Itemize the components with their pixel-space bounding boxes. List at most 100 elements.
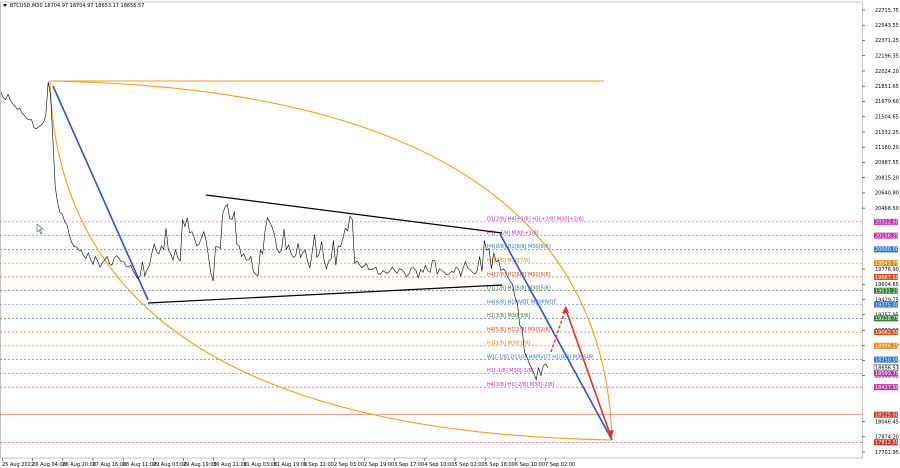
level-price-tag-label: 19375.00 bbox=[875, 302, 899, 308]
dropdown-triangle-icon[interactable] bbox=[3, 4, 7, 7]
level-price-tag bbox=[874, 356, 898, 363]
level-label: W1[-1/8] D1SUP H4PIVOT H1[0/8] M30SUP bbox=[487, 354, 593, 360]
level-label: H4[3/8] H1[-2/8] M30[-2/8] bbox=[487, 382, 554, 388]
level-price-tag bbox=[874, 218, 898, 225]
price-axis: 22715.75 22543.55 22371.25 22196.35 22024.20… bbox=[0, 1, 899, 459]
price-tick-label: 21332.25 bbox=[875, 130, 899, 136]
blue-impulse-line bbox=[52, 85, 149, 301]
level-price-tag-label: 18906.25 bbox=[875, 344, 899, 350]
level-price-tag bbox=[874, 260, 898, 267]
price-tick-label: 19604.65 bbox=[875, 282, 899, 288]
red-down-arrow bbox=[565, 309, 611, 435]
level-price-tag bbox=[874, 370, 898, 377]
time-tick-label: 4 Sep 10:00 bbox=[424, 462, 454, 468]
level-price-tag-label: 20156.25 bbox=[875, 233, 899, 239]
level-price-tag bbox=[874, 411, 898, 418]
price-tick-label: 21851.65 bbox=[875, 84, 899, 90]
time-tick-label: 27 Aug 16:00 bbox=[93, 462, 127, 468]
mouse-cursor bbox=[36, 223, 44, 235]
time-tick-label: 6 Sep 10:00 bbox=[515, 462, 545, 468]
level-label: H4[6/8] H1PIVOT M30PIVOT bbox=[487, 299, 557, 305]
symbol-title: BTCUSD,M30 18704.97 18704.97 18653.17 18… bbox=[10, 3, 144, 9]
price-tick-label: 18566.65 bbox=[875, 374, 899, 380]
level-price-tag-label: 17812.50 bbox=[875, 440, 899, 446]
level-price-tag-label: 19218.75 bbox=[875, 316, 899, 322]
level-label: H1[-1/8] M30[-1/8] bbox=[487, 368, 534, 374]
price-tick-label: 17701.95 bbox=[875, 450, 899, 456]
drawings bbox=[49, 80, 614, 441]
price-tick-label: 20815.20 bbox=[875, 175, 899, 181]
time-tick-label: 2 Sep 03:00 bbox=[334, 462, 364, 468]
level-price-tag bbox=[874, 287, 898, 294]
time-tick-label: 1 Sep 11:00 bbox=[304, 462, 334, 468]
price-tick-label: 21679.60 bbox=[875, 99, 899, 105]
gann-arc-lower bbox=[49, 80, 613, 441]
level-price-tag-label: 18750.00 bbox=[875, 357, 899, 363]
level-label: H4[5/8] H1[2/8] M30[2/8] bbox=[487, 327, 551, 333]
murrey-levels: D1[2/8] H4[+1/8] H1[+2/8] M30[+2/8] H1[+1… bbox=[0, 217, 862, 443]
level-price-tag-label: 19062.50 bbox=[875, 330, 899, 336]
price-tick-label: 22371.25 bbox=[875, 38, 899, 44]
level-price-tag-label: 20312.50 bbox=[875, 220, 899, 226]
price-tick-label: 22715.75 bbox=[875, 8, 899, 14]
time-tick-label: 26 Aug 20:00 bbox=[62, 462, 96, 468]
time-tick-label: 2 Sep 19:00 bbox=[364, 462, 394, 468]
triangle-lower-trendline bbox=[147, 284, 503, 304]
price-tick-label: 18046.45 bbox=[875, 419, 899, 425]
level-label: H1[7/8] M30[7/8] bbox=[487, 258, 530, 264]
red-dashed-arrow bbox=[550, 307, 567, 353]
time-tick-label: 7 Sep 02:00 bbox=[545, 462, 575, 468]
level-label: D1[2/8] H4[+1/8] H1[+2/8] M30[+2/8] bbox=[487, 217, 584, 223]
level-price-tag bbox=[874, 246, 898, 253]
time-tick-label: 3 Sep 17:00 bbox=[394, 462, 424, 468]
level-price-tag-label: 18125.00 bbox=[875, 413, 899, 419]
level-price-tag bbox=[874, 384, 898, 391]
level-price-tag bbox=[874, 301, 898, 308]
time-tick-label: 31 Aug 19:00 bbox=[274, 462, 308, 468]
level-price-tag-label: 19531.25 bbox=[875, 289, 899, 295]
level-label: H1[3/8] M30[3/8] bbox=[487, 313, 530, 319]
time-tick-label: 28 Aug 11:00 bbox=[123, 462, 157, 468]
price-tick-label: 22196.35 bbox=[875, 54, 899, 60]
level-label: H1[+1/8] M30[+1/8] bbox=[487, 230, 539, 236]
level-label: H1[1/8] M30[1/8] bbox=[487, 341, 530, 347]
price-tick-label: 21160.20 bbox=[875, 145, 899, 151]
price-line bbox=[0, 81, 549, 382]
level-label: H4[8/8] D1[8/8] M30[8/8] bbox=[487, 244, 551, 250]
time-tick-label: 5 Sep 02:00 bbox=[455, 462, 485, 468]
level-price-tag-label: 19843.75 bbox=[875, 261, 899, 267]
chart-title: BTCUSD,M30 18704.97 18704.97 18653.17 18… bbox=[3, 3, 144, 9]
red-arrowhead-down-icon bbox=[606, 430, 614, 438]
time-tick-label: 29 Aug 19:00 bbox=[183, 462, 217, 468]
time-tick-label: 29 Aug 03:00 bbox=[153, 462, 187, 468]
level-label: D1[1/8] H1[5/8] M30[5/8] bbox=[487, 286, 551, 292]
level-price-tag-label: 19687.50 bbox=[875, 275, 899, 281]
time-tick-label: 31 Aug 03:00 bbox=[243, 462, 277, 468]
level-price-tag bbox=[874, 315, 898, 322]
plot-frame bbox=[0, 1, 863, 459]
level-price-tag-label: 18593.75 bbox=[875, 371, 899, 377]
price-tick-label: 19776.90 bbox=[875, 267, 899, 273]
price-tick-label: 19429.75 bbox=[875, 297, 899, 303]
red-arrowhead-up-icon bbox=[562, 306, 569, 313]
level-price-tag-label: 18437.50 bbox=[875, 385, 899, 391]
level-price-tag-label: 20000.00 bbox=[875, 247, 899, 253]
level-price-tag bbox=[874, 439, 898, 446]
time-tick-label: 30 Aug 11:00 bbox=[213, 462, 247, 468]
level-price-tag bbox=[874, 329, 898, 336]
triangle-upper-trendline bbox=[205, 194, 503, 234]
time-tick-label: 26 Aug 04:00 bbox=[32, 462, 66, 468]
level-price-tag bbox=[874, 273, 898, 280]
cursor-arrow-icon bbox=[36, 223, 44, 235]
price-tick-label: 20640.80 bbox=[875, 191, 899, 197]
current-price-label: 18656.57 bbox=[875, 366, 899, 372]
level-label: H4[7/8] H1[6/8] M30[6/8] bbox=[487, 272, 551, 278]
price-tick-label: 20987.55 bbox=[875, 160, 899, 166]
current-price-tag bbox=[873, 364, 899, 372]
level-price-tag bbox=[874, 232, 898, 239]
price-tick-label: 22024.20 bbox=[875, 69, 899, 75]
price-tick-label: 21504.65 bbox=[875, 115, 899, 121]
